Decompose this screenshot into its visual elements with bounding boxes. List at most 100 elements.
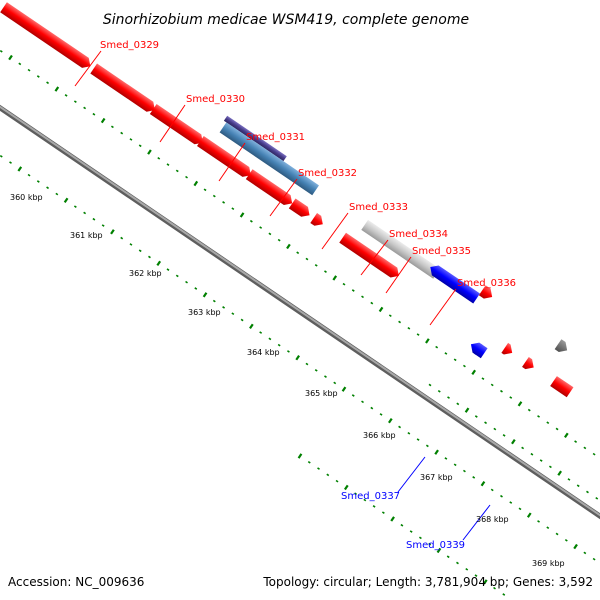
major-tick bbox=[482, 579, 488, 585]
minor-tick bbox=[231, 207, 235, 211]
minor-tick bbox=[277, 343, 281, 347]
minor-tick bbox=[354, 492, 358, 496]
feature-gray-bar[interactable] bbox=[361, 219, 440, 279]
gene-feature-smed-0331[interactable] bbox=[149, 104, 206, 148]
feature-steel-bar[interactable] bbox=[219, 122, 319, 196]
kbp-label-368: 368 kbp bbox=[476, 515, 509, 524]
gene-feature-smed-0329[interactable] bbox=[0, 2, 94, 71]
gene-label-smed-0331[interactable]: Smed_0331 bbox=[246, 132, 305, 143]
minor-tick bbox=[351, 394, 355, 397]
minor-tick bbox=[0, 154, 3, 158]
minor-tick bbox=[0, 49, 3, 53]
minor-tick bbox=[46, 186, 50, 190]
minor-tick bbox=[259, 331, 263, 334]
minor-tick bbox=[502, 434, 506, 437]
minor-tick bbox=[509, 396, 513, 399]
major-tick bbox=[147, 149, 152, 155]
minor-tick bbox=[416, 438, 420, 441]
gene-label-smed-0329[interactable]: Smed_0329 bbox=[100, 40, 159, 51]
gene-feature-smed-0336[interactable] bbox=[339, 232, 402, 281]
minor-tick bbox=[175, 274, 179, 278]
minor-tick bbox=[120, 131, 124, 135]
gene-label-smed-0332[interactable]: Smed_0332 bbox=[298, 168, 357, 179]
minor-tick bbox=[212, 194, 216, 198]
gene-label-smed-0337[interactable]: Smed_0337 bbox=[341, 491, 400, 502]
minor-tick bbox=[148, 255, 151, 259]
gene-feature-smed-0330[interactable] bbox=[90, 63, 158, 116]
gene-feature-smed-0335[interactable] bbox=[310, 213, 326, 229]
minor-tick bbox=[567, 478, 571, 481]
minor-tick bbox=[381, 511, 385, 514]
minor-tick bbox=[539, 459, 543, 462]
gene-label-smed-0335[interactable]: Smed_0335 bbox=[412, 246, 471, 257]
major-tick bbox=[341, 386, 347, 392]
minor-tick bbox=[326, 473, 330, 477]
minor-tick bbox=[27, 68, 31, 72]
major-tick bbox=[434, 449, 439, 455]
minor-tick bbox=[314, 369, 318, 372]
feature-slate-bar[interactable] bbox=[223, 115, 287, 162]
gene-feature-forward-small-1[interactable] bbox=[478, 285, 496, 302]
gene-feature-smed-0333[interactable] bbox=[245, 169, 296, 208]
gene-feature-forward-edge[interactable] bbox=[550, 376, 574, 398]
major-tick bbox=[332, 275, 338, 281]
gene-label-smed-0330[interactable]: Smed_0330 bbox=[186, 94, 245, 105]
major-tick bbox=[388, 418, 393, 424]
minor-tick bbox=[212, 299, 216, 303]
gene-feature-forward-small-3[interactable] bbox=[522, 356, 537, 373]
minor-tick bbox=[361, 400, 364, 404]
minor-tick bbox=[277, 238, 281, 242]
minor-tick bbox=[9, 161, 12, 164]
gene-features bbox=[0, 2, 574, 398]
minor-tick bbox=[407, 431, 411, 435]
minor-tick bbox=[447, 396, 450, 399]
minor-tick bbox=[444, 352, 448, 355]
minor-tick bbox=[555, 427, 559, 431]
minor-tick bbox=[268, 337, 272, 341]
kbp-label-366: 366 kbp bbox=[363, 431, 396, 440]
minor-tick bbox=[586, 490, 589, 494]
major-tick bbox=[54, 86, 60, 92]
minor-tick bbox=[462, 469, 466, 473]
accession-text: Accession: NC_009636 bbox=[8, 575, 144, 589]
minor-tick bbox=[305, 257, 309, 261]
gene-feature-smed-0332[interactable] bbox=[197, 136, 254, 180]
kbp-label-363: 363 kbp bbox=[188, 308, 221, 317]
tick-tracks bbox=[0, 49, 599, 596]
minor-tick bbox=[101, 224, 105, 227]
minor-tick bbox=[409, 530, 413, 533]
major-tick bbox=[100, 117, 106, 124]
minor-tick bbox=[407, 326, 411, 330]
gene-label-smed-0339[interactable]: Smed_0339 bbox=[406, 540, 465, 551]
gene-feature-smed-0334[interactable] bbox=[288, 198, 313, 220]
minor-tick bbox=[342, 282, 346, 286]
major-tick bbox=[344, 484, 349, 491]
gene-feature-smed-0339[interactable] bbox=[469, 340, 488, 359]
gene-label-smed-0334[interactable]: Smed_0334 bbox=[389, 229, 448, 240]
minor-tick bbox=[249, 219, 253, 223]
gene-label-smed-0336[interactable]: Smed_0336 bbox=[457, 278, 516, 289]
major-tick bbox=[202, 292, 208, 298]
minor-tick bbox=[129, 138, 133, 141]
major-tick bbox=[378, 306, 384, 313]
major-tick bbox=[480, 480, 486, 487]
minor-tick bbox=[490, 383, 494, 387]
minor-tick bbox=[138, 144, 142, 148]
gene-label-smed-0333[interactable]: Smed_0333 bbox=[349, 202, 408, 213]
gene-feature-smed-0337-body[interactable] bbox=[427, 262, 480, 304]
label-leaders bbox=[74, 50, 491, 541]
minor-tick bbox=[157, 156, 161, 160]
major-tick bbox=[390, 516, 395, 522]
minor-tick bbox=[370, 301, 374, 305]
minor-tick bbox=[435, 345, 439, 349]
major-tick bbox=[436, 547, 442, 554]
minor-tick bbox=[456, 561, 459, 565]
gene-feature-gray-small[interactable] bbox=[554, 339, 571, 355]
minor-tick bbox=[425, 444, 429, 448]
topology-text: Topology: circular; Length: 3,781,904 bp… bbox=[262, 575, 593, 589]
minor-tick bbox=[555, 532, 559, 536]
gene-feature-forward-small-2[interactable] bbox=[501, 342, 515, 358]
minor-tick bbox=[456, 402, 460, 406]
major-tick bbox=[557, 470, 562, 476]
